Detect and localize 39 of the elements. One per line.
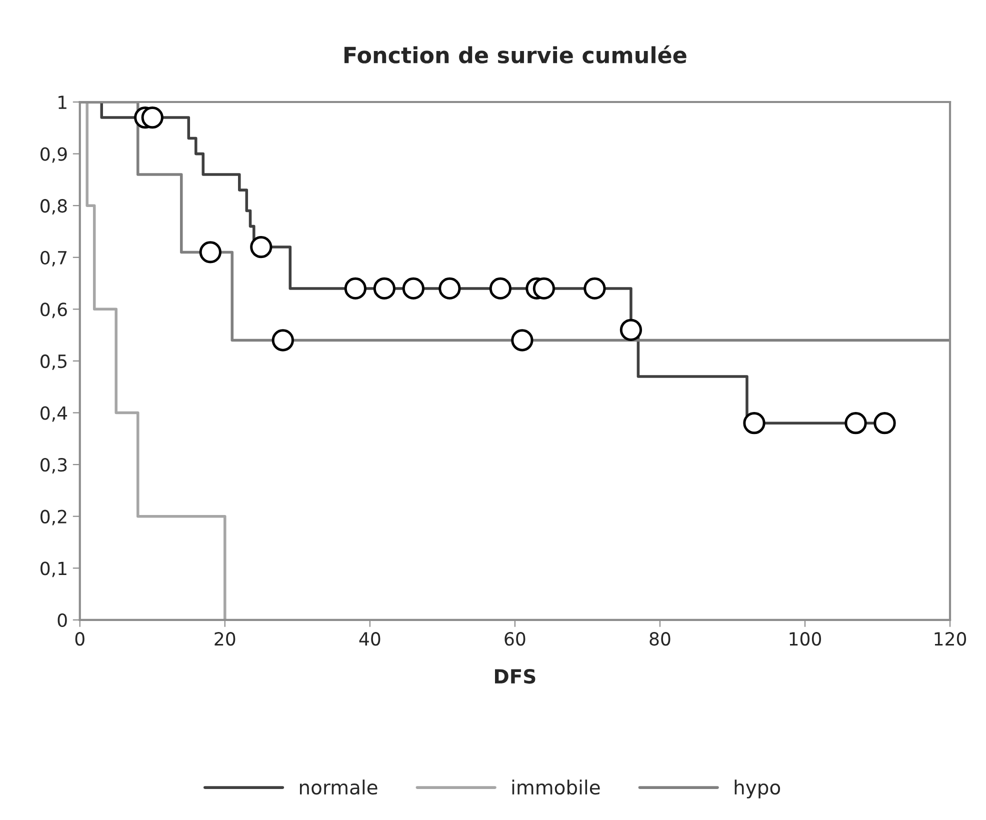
x-tick-label: 0 xyxy=(75,632,84,646)
point xyxy=(402,277,424,300)
point xyxy=(344,277,366,300)
point xyxy=(250,236,272,258)
point xyxy=(532,277,556,300)
x-axis-title: DFS xyxy=(495,668,536,684)
x-tick-label: 20 xyxy=(214,632,236,646)
x-tick-label: 40 xyxy=(359,632,380,646)
point xyxy=(743,412,766,434)
y-tick-label: 0,6 xyxy=(40,302,67,318)
point xyxy=(272,329,294,352)
x-tick-label: 80 xyxy=(650,632,670,646)
point xyxy=(584,277,606,300)
legend-label: immobile xyxy=(512,780,600,795)
legend-label: hypo xyxy=(734,780,780,798)
y-tick-label: 0,5 xyxy=(40,354,66,370)
y-tick-label: 0 xyxy=(58,613,67,628)
point xyxy=(489,277,512,300)
point xyxy=(844,412,867,434)
y-tick-label: 0,8 xyxy=(40,199,67,215)
point xyxy=(511,329,534,352)
y-tick-label: 0,3 xyxy=(40,458,67,474)
y-tick-label: 0,4 xyxy=(40,406,68,422)
point xyxy=(199,241,222,264)
x-tick-label: 100 xyxy=(790,632,822,646)
y-tick-label: 0,7 xyxy=(40,250,67,266)
point xyxy=(874,412,896,434)
x-tick-label: 60 xyxy=(504,632,526,646)
y-tick-label: 1 xyxy=(58,96,66,109)
legend-label: normale xyxy=(300,780,378,795)
point xyxy=(141,106,164,129)
chart-title: Fonction de survie cumulée xyxy=(344,45,686,64)
point xyxy=(620,318,642,341)
y-tick-label: 0,2 xyxy=(40,510,66,526)
point xyxy=(438,277,461,300)
point xyxy=(373,277,396,300)
y-tick-label: 0,1 xyxy=(40,562,66,578)
x-tick-label: 120 xyxy=(934,632,966,646)
y-tick-label: 0,9 xyxy=(40,147,67,163)
